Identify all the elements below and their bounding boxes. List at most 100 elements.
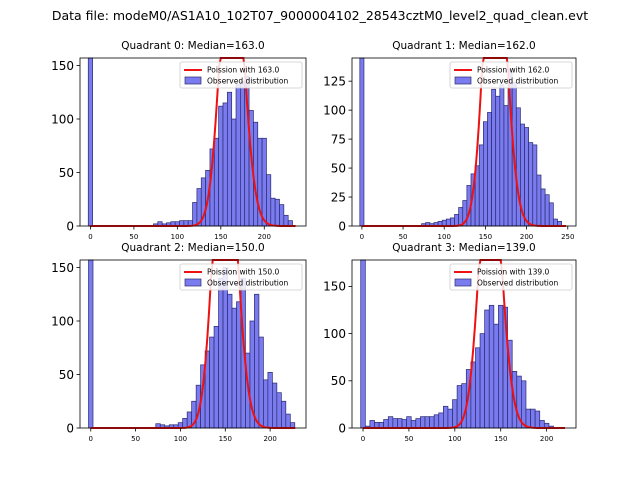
histogram-bar — [222, 267, 228, 429]
histogram-bar — [450, 217, 455, 227]
histogram-bar — [478, 144, 484, 227]
histogram-bar — [534, 410, 541, 429]
legend-box — [179, 263, 303, 291]
y-tick-label: 150 — [51, 261, 74, 275]
legend-line-label: Poission with 150.0 — [207, 268, 280, 277]
x-tick-label: 50 — [399, 233, 408, 241]
histogram-bar — [87, 57, 93, 227]
histogram-bar — [488, 304, 495, 429]
histogram-bar — [261, 137, 267, 227]
chart-panel-1: Quadrant 1: Median=162.0 0 25 50 75 100 125 0 50… — [323, 40, 577, 241]
histogram-bar — [415, 418, 421, 429]
y-tick-label: 100 — [51, 314, 74, 328]
histogram-bar — [254, 293, 260, 429]
x-tick-label: 150 — [494, 435, 507, 443]
x-tick-label: 250 — [561, 233, 574, 241]
histogram-bar — [498, 304, 504, 429]
y-tick-label: 100 — [51, 112, 74, 126]
histogram-bar — [525, 408, 531, 429]
y-tick-label: 100 — [323, 327, 346, 341]
legend-line-label: Poission with 162.0 — [477, 66, 550, 75]
plot-frame — [79, 57, 307, 227]
histogram-bar — [548, 202, 554, 227]
x-tick-label: 200 — [258, 233, 271, 241]
legend-bar-label: Observed distribution — [477, 77, 558, 86]
y-tick-label: 0 — [338, 219, 346, 233]
histogram-bar — [218, 105, 224, 227]
histogram-bar — [359, 57, 365, 227]
histogram-bar — [209, 336, 215, 429]
histogram-bar — [231, 118, 237, 227]
y-tick-label: 50 — [59, 368, 74, 382]
histogram-bar — [424, 416, 430, 429]
legend-box — [449, 61, 573, 89]
legend: Poission with 150.0 Observed distribution — [179, 263, 303, 291]
y-tick-label: 50 — [331, 374, 346, 388]
histogram-bar — [392, 418, 398, 429]
histogram-bar — [438, 412, 444, 429]
legend-bar-swatch — [184, 76, 202, 85]
chart-panel-2: Quadrant 2: Median=150.0 0 50 100 150 0 50 100 1… — [51, 242, 307, 443]
legend-box — [179, 61, 303, 89]
y-tick-label: 50 — [331, 161, 346, 175]
histogram-bar — [445, 218, 451, 227]
histogram-bar — [226, 91, 233, 227]
x-tick-label: 100 — [448, 435, 461, 443]
chart-title: Quadrant 0: Median=163.0 — [121, 40, 264, 52]
y-tick-label: 0 — [338, 421, 346, 435]
y-tick-label: 150 — [51, 59, 74, 73]
histogram-bar — [479, 333, 486, 429]
chart-title: Quadrant 3: Median=139.0 — [392, 242, 535, 254]
histogram-bar — [274, 198, 280, 227]
histogram-bar — [279, 204, 285, 227]
histogram-bar — [452, 399, 458, 429]
histogram-bar — [454, 214, 459, 227]
chart-panel-0: Quadrant 0: Median=163.0 0 50 100 150 0 50 100 1… — [51, 40, 307, 241]
chart-panel-3: Quadrant 3: Median=139.0 0 50 100 150 0 50 100 1… — [323, 242, 577, 443]
x-tick-label: 100 — [171, 233, 184, 241]
y-tick-label: 150 — [323, 280, 346, 294]
x-tick-label: 0 — [360, 233, 364, 241]
x-tick-label: 0 — [89, 435, 93, 443]
legend-bar-swatch — [184, 278, 202, 287]
legend-line-label: Poission with 163.0 — [207, 66, 280, 75]
chart-title: Quadrant 1: Median=162.0 — [392, 40, 535, 52]
histogram-bar — [236, 301, 242, 429]
y-tick-label: 0 — [66, 219, 74, 233]
x-tick-label: 200 — [263, 435, 276, 443]
legend: Poission with 162.0 Observed distribution — [449, 61, 573, 89]
histogram-bar — [280, 400, 287, 429]
histogram-bar — [222, 102, 228, 227]
y-tick-label: 50 — [59, 166, 74, 180]
histogram-bar — [369, 420, 375, 429]
histogram-bar — [192, 202, 198, 227]
x-tick-label: 150 — [219, 435, 232, 443]
histogram-bar — [240, 81, 246, 227]
histogram-bar — [493, 323, 499, 429]
legend: Poission with 163.0 Observed distribution — [179, 61, 303, 89]
histogram-bar — [484, 309, 490, 429]
histogram-bar — [447, 408, 453, 429]
histogram-bar — [218, 277, 224, 429]
x-tick-label: 100 — [174, 435, 187, 443]
histogram-bar — [410, 420, 417, 429]
plot-frame — [351, 259, 577, 429]
x-tick-label: 50 — [131, 435, 140, 443]
legend-bar-label: Observed distribution — [207, 279, 288, 288]
legend-bar-label: Observed distribution — [477, 279, 558, 288]
histogram-bar — [503, 105, 509, 227]
legend-bar-swatch — [454, 278, 472, 287]
histogram-bar — [433, 414, 440, 429]
x-tick-label: 50 — [129, 233, 138, 241]
histogram-bar — [495, 95, 501, 227]
histogram-bar — [383, 419, 389, 429]
histogram-bar — [213, 325, 219, 429]
y-tick-label: 125 — [323, 74, 346, 88]
figure-suptitle: Data file: modeM0/AS1A10_102T07_90000041… — [52, 8, 588, 23]
histogram-bar — [401, 419, 407, 429]
legend: Poission with 139.0 Observed distribution — [449, 263, 573, 291]
histogram-bar — [442, 405, 449, 429]
histogram-bar — [360, 259, 366, 429]
histogram-bar — [213, 137, 219, 227]
